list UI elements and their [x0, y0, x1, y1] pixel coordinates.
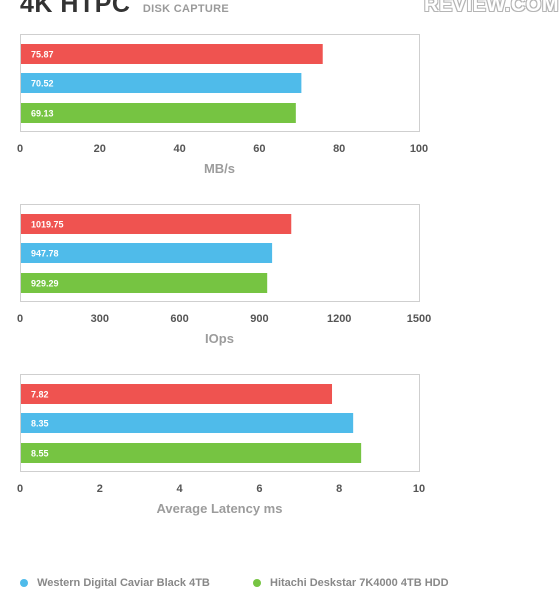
x-tick-label: 8	[336, 483, 342, 495]
x-tick-label: 10	[413, 483, 425, 495]
x-axis-label: MB/s	[204, 161, 235, 176]
legend-entry-green: Hitachi Deskstar 7K4000 4TB HDD	[252, 577, 449, 589]
site-logo: REVIEW.COM	[424, 0, 560, 16]
bar-value-label: 70.52	[31, 79, 54, 89]
x-tick-label: 100	[410, 143, 428, 155]
bar-value-label: 947.78	[31, 249, 59, 259]
x-tick-label: 1500	[407, 313, 431, 325]
bar	[21, 73, 302, 93]
chart-iops: 1019.75 947.78 929.29 0 300 600 900 1200 1500 IOp…	[17, 204, 431, 346]
bar-value-label: 7.82	[31, 390, 49, 400]
bar-value-label: 69.13	[31, 109, 54, 119]
bar-value-label: 75.87	[31, 50, 54, 60]
bar	[21, 273, 268, 293]
bar	[21, 384, 333, 404]
chart-latency: 7.82 8.35 8.55 0 2 4 6 8 10 Average Latency ms	[17, 374, 425, 516]
chart-throughput: 75.87 70.52 69.13 0 20 40 60 80 100 MB/s	[17, 34, 428, 176]
bar	[21, 243, 273, 263]
bar-value-label: 8.55	[31, 449, 49, 459]
x-tick-label: 0	[17, 143, 23, 155]
x-tick-label: 0	[17, 313, 23, 325]
bar-value-label: 929.29	[31, 279, 59, 289]
legend-label: Western Digital Caviar Black 4TB	[37, 577, 210, 589]
x-tick-label: 600	[170, 313, 188, 325]
legend-entry-blue: Western Digital Caviar Black 4TB	[20, 577, 210, 589]
x-tick-label: 80	[333, 143, 345, 155]
x-tick-label: 60	[253, 143, 265, 155]
bar	[21, 443, 362, 463]
x-axis-label: IOps	[205, 331, 234, 346]
legend-dot-icon	[20, 579, 28, 588]
x-tick-label: 2	[97, 483, 103, 495]
x-tick-label: 300	[91, 313, 109, 325]
legend-label: Hitachi Deskstar 7K4000 4TB HDD	[270, 577, 449, 589]
bar	[21, 413, 354, 433]
x-axis-label: Average Latency ms	[157, 501, 283, 516]
page-title: 4K HTPC	[20, 0, 131, 18]
chart-header: 4K HTPC DISK CAPTURE	[20, 0, 229, 20]
x-tick-label: 1200	[327, 313, 351, 325]
x-tick-label: 6	[256, 483, 262, 495]
bar	[21, 44, 323, 64]
x-tick-label: 4	[177, 483, 184, 495]
x-tick-label: 900	[250, 313, 268, 325]
x-tick-label: 0	[17, 483, 23, 495]
x-tick-label: 20	[94, 143, 106, 155]
bar-value-label: 8.35	[31, 419, 49, 429]
page-subtitle: DISK CAPTURE	[142, 3, 230, 15]
bar-value-label: 1019.75	[31, 220, 64, 230]
bar	[21, 103, 296, 123]
chart-legend: Western Digital Caviar Black 4TB Hitachi…	[20, 577, 489, 589]
x-tick-label: 40	[173, 143, 185, 155]
legend-dot-icon	[252, 579, 261, 588]
bar	[21, 214, 292, 234]
